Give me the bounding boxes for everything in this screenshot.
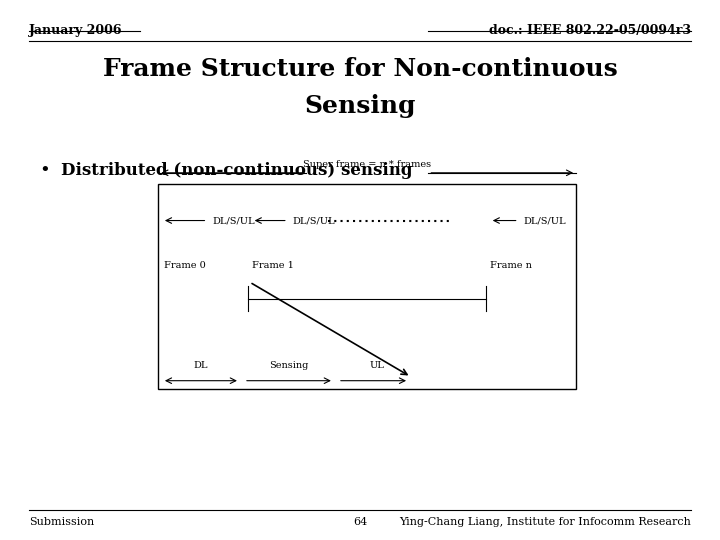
Text: Frame 1: Frame 1 <box>252 261 294 270</box>
Text: DL/S/UL: DL/S/UL <box>293 216 336 225</box>
Text: Ying-Chang Liang, Institute for Infocomm Research: Ying-Chang Liang, Institute for Infocomm… <box>400 517 691 527</box>
Text: Frame 0: Frame 0 <box>164 261 206 270</box>
Text: 64: 64 <box>353 517 367 527</box>
Bar <box>158 184 576 389</box>
Text: UL: UL <box>369 361 384 370</box>
Text: Frame n: Frame n <box>490 261 531 270</box>
Text: Submission: Submission <box>29 517 94 527</box>
Text: Sensing: Sensing <box>305 94 415 118</box>
Text: Super frame = n * frames: Super frame = n * frames <box>303 160 431 169</box>
Text: DL/S/UL: DL/S/UL <box>523 216 567 225</box>
Text: Sensing: Sensing <box>269 361 309 370</box>
Text: doc.: IEEE 802.22-05/0094r3: doc.: IEEE 802.22-05/0094r3 <box>489 24 691 37</box>
Text: •: • <box>40 162 50 180</box>
Text: Distributed (non-continuous) sensing: Distributed (non-continuous) sensing <box>61 162 413 179</box>
Text: Frame Structure for Non-continuous: Frame Structure for Non-continuous <box>103 57 617 80</box>
Text: DL/S/UL: DL/S/UL <box>212 216 255 225</box>
Text: DL: DL <box>194 361 208 370</box>
Text: January 2006: January 2006 <box>29 24 122 37</box>
